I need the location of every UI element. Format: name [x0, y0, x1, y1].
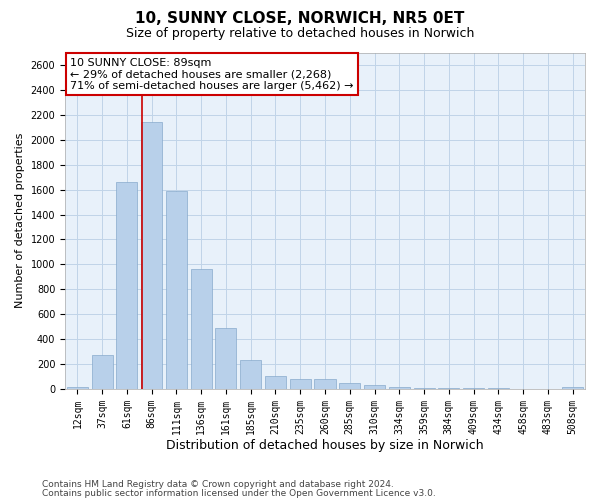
Bar	[562, 387, 583, 389]
Bar	[290, 379, 311, 389]
Bar	[215, 328, 236, 389]
Bar	[314, 379, 335, 389]
Bar	[339, 384, 360, 389]
Bar	[67, 387, 88, 389]
Bar	[265, 376, 286, 389]
Bar	[92, 356, 113, 389]
Bar	[240, 360, 261, 389]
Text: Contains HM Land Registry data © Crown copyright and database right 2024.: Contains HM Land Registry data © Crown c…	[42, 480, 394, 489]
Bar	[413, 388, 434, 389]
X-axis label: Distribution of detached houses by size in Norwich: Distribution of detached houses by size …	[166, 440, 484, 452]
Bar	[116, 182, 137, 389]
Bar	[364, 385, 385, 389]
Bar	[389, 386, 410, 389]
Bar	[438, 388, 460, 389]
Text: 10 SUNNY CLOSE: 89sqm
← 29% of detached houses are smaller (2,268)
71% of semi-d: 10 SUNNY CLOSE: 89sqm ← 29% of detached …	[70, 58, 354, 90]
Text: Size of property relative to detached houses in Norwich: Size of property relative to detached ho…	[126, 28, 474, 40]
Y-axis label: Number of detached properties: Number of detached properties	[15, 133, 25, 308]
Bar	[166, 191, 187, 389]
Bar	[141, 122, 162, 389]
Text: 10, SUNNY CLOSE, NORWICH, NR5 0ET: 10, SUNNY CLOSE, NORWICH, NR5 0ET	[136, 11, 464, 26]
Bar	[191, 270, 212, 389]
Text: Contains public sector information licensed under the Open Government Licence v3: Contains public sector information licen…	[42, 488, 436, 498]
